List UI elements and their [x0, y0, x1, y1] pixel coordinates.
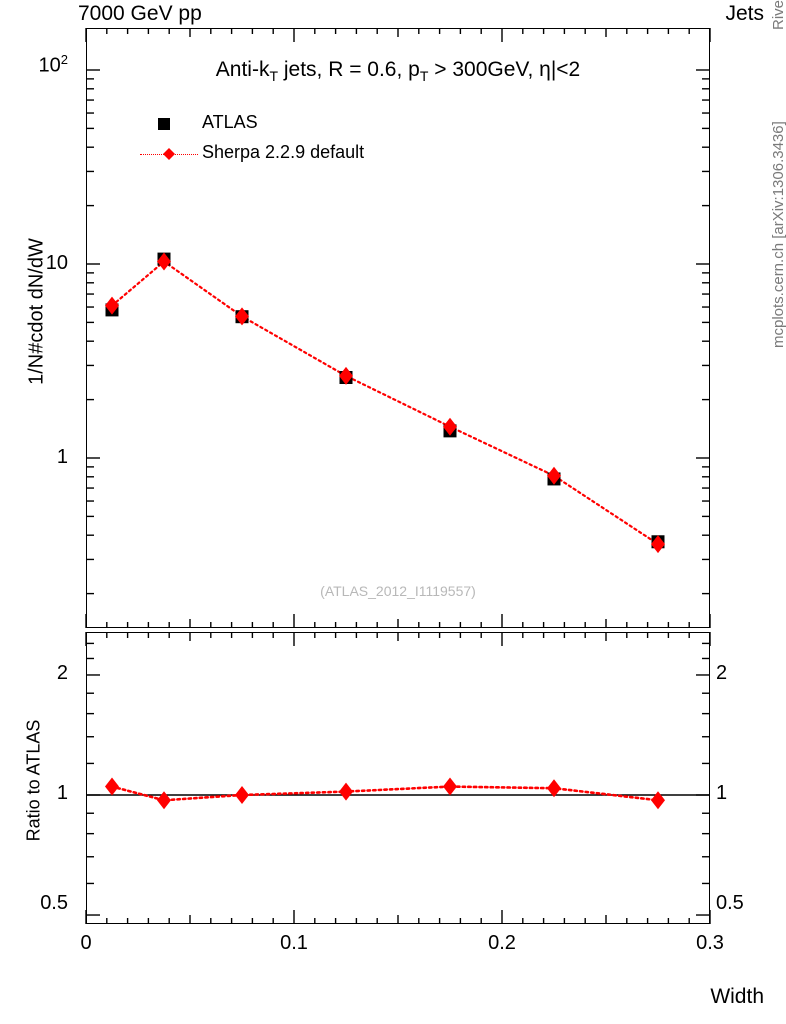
ratio-ytick-1-right: 1 [716, 782, 728, 804]
source-info-label: mcplots.cern.ch [arXiv:1306.3436] [770, 121, 786, 348]
title-post: > 300GeV, η|<2 [428, 58, 581, 81]
legend-label-sherpa: Sherpa 2.2.9 default [202, 142, 365, 162]
main-ytick-100: 102 [38, 52, 68, 77]
ratio-plot-frame [86, 632, 710, 924]
xtick-0.1: 0.1 [280, 932, 308, 954]
ratio-y-axis-label: Ratio to ATLAS [23, 719, 44, 842]
xtick-0.2: 0.2 [488, 932, 516, 954]
square-marker-icon [158, 118, 170, 130]
ratio-ytick-2-left: 2 [56, 662, 68, 684]
diamond-marker-icon [163, 148, 175, 160]
xtick-0.3: 0.3 [696, 932, 724, 954]
ratio-ytick-05-left: 0.5 [40, 892, 68, 914]
title-mid: jets, R = 0.6, p [278, 58, 420, 81]
ratio-ytick-1-left: 1 [56, 782, 68, 804]
header-analysis-label: Jets [725, 2, 764, 25]
ratio-ytick-05-right: 0.5 [716, 892, 744, 914]
title-pre: Anti-k [215, 58, 270, 81]
header-beam-label: 7000 GeV pp [78, 2, 202, 25]
main-ytick-10: 10 [45, 252, 68, 274]
x-axis-label: Width [710, 985, 764, 1008]
main-ytick-1: 1 [56, 446, 68, 468]
main-y-axis-label: 1/N#cdot dN/dW [25, 238, 48, 385]
xtick-0: 0 [80, 932, 92, 954]
ratio-ytick-2-right: 2 [716, 662, 728, 684]
analysis-watermark: (ATLAS_2012_I1119557) [320, 583, 476, 599]
generator-info-label: Rivet 4.1.0, 100k events [770, 0, 786, 30]
main-plot-frame [86, 28, 710, 628]
legend-label-atlas: ATLAS [202, 112, 258, 132]
main-plot-title: Anti-kT jets, R = 0.6, pT > 300GeV, η|<2 [86, 58, 710, 84]
title-sub-2: T [419, 68, 429, 85]
title-sub-1: T [269, 68, 279, 85]
